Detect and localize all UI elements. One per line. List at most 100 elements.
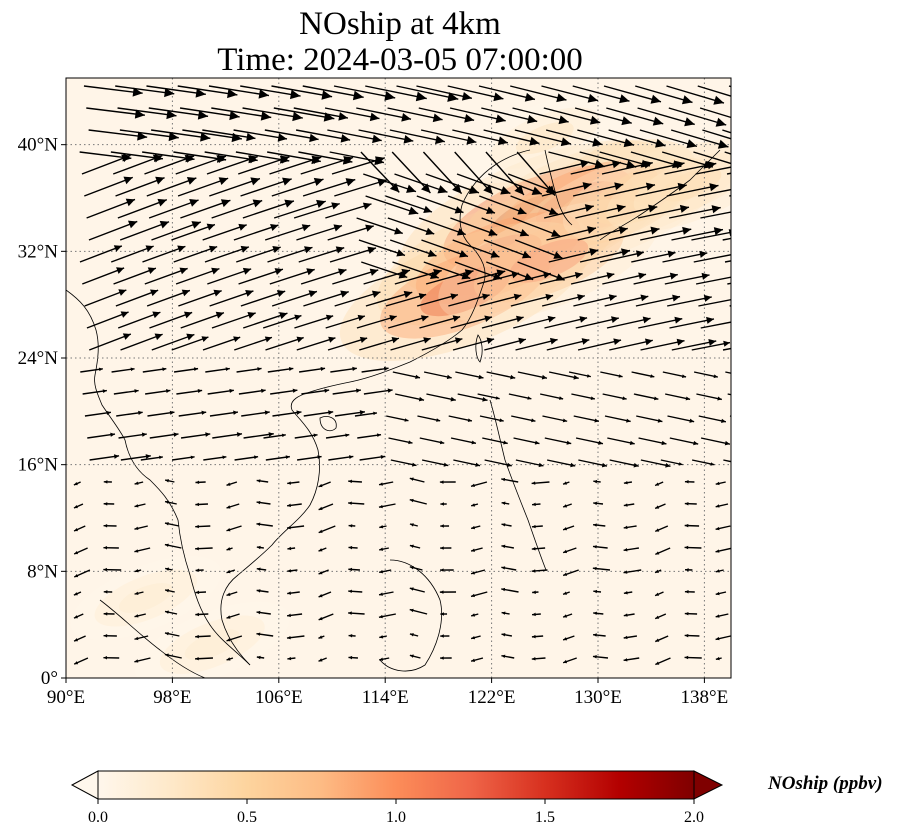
wind-vector-head (348, 634, 353, 638)
wind-vector-head (287, 569, 292, 573)
wind-vector-shaft (570, 273, 615, 285)
wind-vector-shaft (264, 224, 311, 241)
wind-vector-head (741, 183, 750, 191)
wind-vector-shaft (209, 290, 254, 307)
noship-hotspot (509, 238, 589, 283)
wind-vector-shaft (117, 311, 161, 329)
wind-vector-head (240, 245, 249, 253)
wind-vector-shaft (543, 205, 594, 219)
wind-vector-head (226, 592, 231, 596)
wind-vector-shaft (171, 336, 209, 351)
wind-vector-head (496, 269, 506, 277)
wind-vector-head (689, 418, 695, 423)
wind-vector-head (113, 245, 122, 252)
wind-vector-shaft (633, 273, 678, 285)
wind-vector-head (573, 374, 579, 380)
wind-vector-shaft (110, 151, 164, 160)
wind-vector-head (735, 161, 744, 169)
wind-vector-shaft (636, 415, 663, 423)
wind-vector-head (238, 223, 247, 231)
wind-vector-head (669, 272, 678, 280)
wind-vector-head (454, 206, 464, 214)
wind-vector-shaft (243, 312, 288, 329)
wind-vector-shaft (180, 312, 225, 329)
wind-vector-head (125, 198, 136, 207)
wind-vector-head (770, 162, 779, 170)
wind-vector-head (495, 396, 500, 400)
wind-vector-head (686, 139, 697, 149)
wind-vector-head (625, 160, 637, 170)
wind-vector-head (560, 137, 571, 147)
wind-vector-shaft (731, 108, 789, 126)
wind-vector-shaft (727, 393, 731, 396)
wind-vector-shaft (118, 433, 147, 439)
wind-vector-head (501, 633, 506, 637)
wind-vector-head (138, 410, 143, 415)
wind-vector-shaft (325, 203, 372, 219)
wind-vector-head (304, 246, 313, 254)
wind-vector-shaft (265, 455, 290, 461)
wind-vector-shaft (359, 455, 386, 461)
noship-hotspot (118, 583, 173, 613)
wind-vector-head (195, 480, 200, 485)
wind-vector-head (593, 633, 597, 637)
wind-vector-head (418, 396, 425, 402)
wind-vector-shaft (113, 267, 157, 285)
wind-vector-shaft (702, 129, 731, 140)
wind-vector-shaft (240, 178, 292, 197)
wind-vector-head (432, 113, 443, 123)
wind-vector-head (440, 502, 444, 506)
wind-vector-shaft (173, 367, 199, 373)
wind-vector-shaft (389, 129, 445, 143)
wind-vector-shaft (449, 107, 506, 122)
wind-vector-shaft (512, 107, 569, 123)
wind-vector-shaft (700, 437, 731, 445)
wind-vector-shaft (417, 415, 441, 422)
wind-vector-shaft (273, 200, 326, 219)
wind-vector-head (678, 462, 683, 466)
wind-vector-head (195, 656, 199, 661)
wind-vector-head (644, 338, 653, 346)
wind-vector-head (103, 567, 107, 572)
wind-vector-shaft (233, 224, 279, 241)
wind-vector-head (436, 418, 441, 422)
wind-vector-head (650, 226, 660, 235)
y-axis-ticks: 0° 8°N 16°N 24°N 32°N 40°N (18, 135, 66, 689)
wind-vector-head (409, 565, 414, 570)
wind-vector-shaft (175, 267, 220, 285)
wind-vector-shaft (421, 239, 469, 258)
wind-vector-head (106, 410, 111, 415)
wind-vector-head (268, 432, 274, 437)
wind-vector-head (423, 205, 432, 214)
wind-vector-head (733, 273, 741, 280)
wind-vector-head (318, 635, 323, 639)
wind-vector-head (735, 295, 743, 302)
wind-vector-head (452, 183, 462, 194)
wind-vector-head (614, 182, 624, 191)
wind-vector-shaft (204, 151, 258, 162)
wind-vector-head (215, 311, 224, 319)
wind-vector-head (359, 336, 368, 344)
wind-vector-head (672, 160, 682, 169)
wind-vector-head (387, 388, 393, 393)
wind-vector-head (348, 611, 352, 615)
wind-vector-head (338, 112, 348, 121)
wind-vector-head (233, 410, 238, 415)
wind-vector-head (517, 207, 527, 215)
wind-vector-head (440, 524, 444, 528)
wind-vector-head (582, 182, 592, 190)
wind-vector-head (369, 112, 380, 122)
wind-vector-head (134, 591, 139, 595)
wind-vector-head (715, 526, 720, 531)
wind-vector-shaft (294, 315, 334, 329)
wind-vector-head (165, 610, 169, 614)
wind-vector-head (403, 290, 413, 299)
wind-vector-head (655, 661, 660, 665)
wind-vector-head (640, 159, 650, 168)
noship-hotspot (535, 181, 621, 229)
wind-vector-head (486, 206, 495, 214)
wind-vector-shaft (178, 411, 207, 417)
wind-vector-head (404, 418, 409, 422)
wind-vector-head (256, 655, 261, 660)
wind-vector-shaft (212, 433, 243, 439)
